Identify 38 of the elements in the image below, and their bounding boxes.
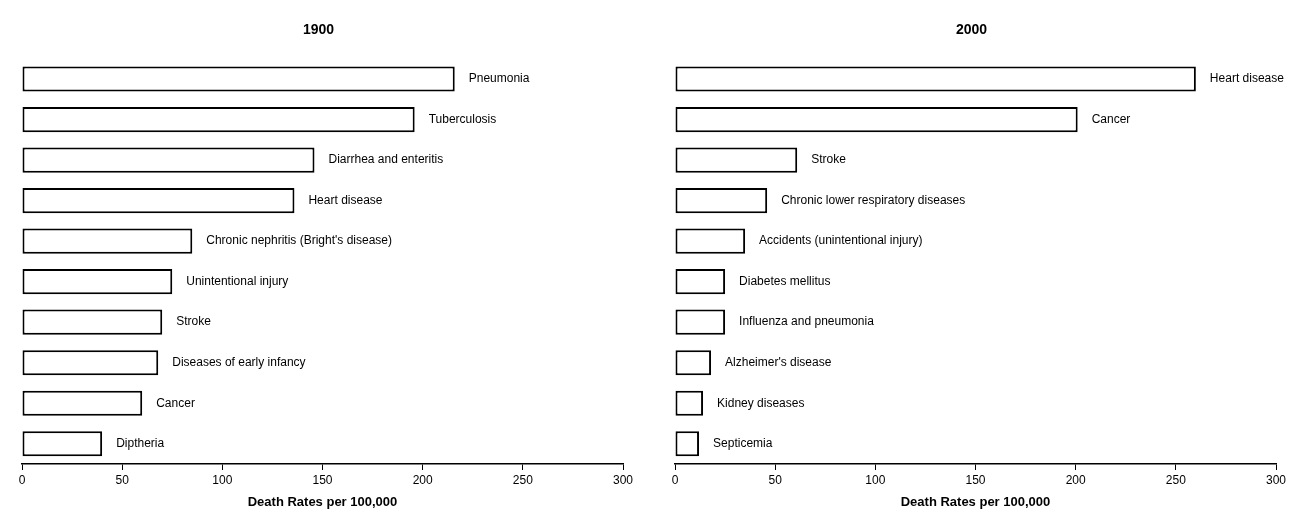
x-tick-label: 150: [312, 472, 333, 487]
x-tick-label: 100: [865, 472, 886, 487]
y-tick-label: Diptheria: [116, 436, 165, 451]
chart-title: 1900: [302, 21, 335, 38]
y-tick-label: Heart disease: [1209, 71, 1285, 86]
y-tick-label: Accidents (unintentional injury): [759, 233, 923, 248]
x-tick-label: 100: [212, 472, 233, 487]
x-tick-label: 300: [612, 472, 634, 487]
y-tick-label: Diabetes mellitus: [739, 273, 831, 288]
y-tick-label: Pneumonia: [468, 71, 530, 86]
y-tick-label: Chronic nephritis (Bright's disease): [206, 233, 392, 248]
y-tick-label: Alzheimer's disease: [725, 355, 832, 370]
x-tick-label: 300: [1265, 472, 1287, 487]
x-tick-label: 50: [768, 472, 783, 487]
x-tick-label: 150: [965, 472, 986, 487]
y-tick-label: Stroke: [176, 314, 212, 329]
y-tick-label: Tuberculosis: [428, 111, 497, 126]
x-tick-label: 0: [18, 472, 26, 487]
y-tick-label: Diarrhea and enteritis: [328, 152, 444, 167]
x-tick-label: 0: [671, 472, 679, 487]
y-tick-label: Chronic lower respiratory diseases: [781, 192, 966, 207]
x-tick-label: 250: [512, 472, 534, 487]
x-tick-label: 200: [412, 472, 433, 487]
y-tick-label: Cancer: [156, 395, 195, 410]
y-tick-label: Heart disease: [308, 192, 383, 207]
y-tick-label: Unintentional injury: [186, 273, 289, 288]
x-axis-title: Death Rates per 100,000: [247, 493, 398, 509]
x-tick-label: 200: [1065, 472, 1086, 487]
y-tick-label: Influenza and pneumonia: [739, 314, 875, 329]
y-tick-label: Septicemia: [713, 436, 773, 451]
y-tick-label: Stroke: [811, 152, 847, 167]
x-tick-label: 50: [115, 472, 130, 487]
x-axis-title: Death Rates per 100,000: [900, 493, 1051, 509]
x-tick-label: 250: [1165, 472, 1187, 487]
y-tick-label: Kidney diseases: [717, 395, 805, 410]
chart-title: 2000: [955, 21, 988, 38]
y-tick-label: Diseases of early infancy: [172, 355, 306, 370]
y-tick-label: Cancer: [1091, 111, 1131, 126]
